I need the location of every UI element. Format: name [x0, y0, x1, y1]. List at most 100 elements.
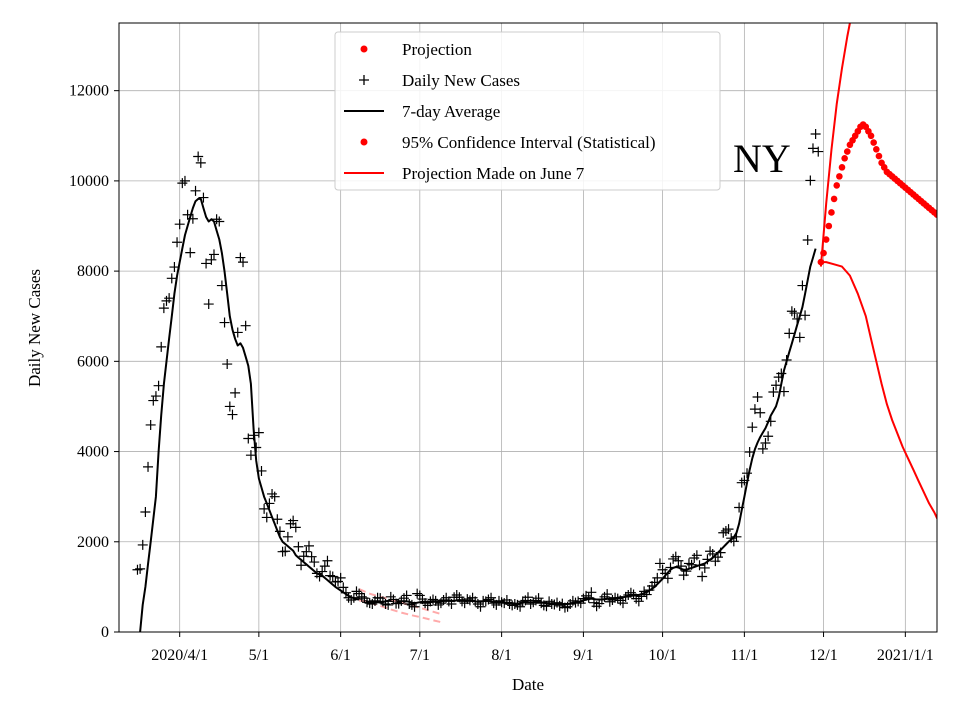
data-point — [230, 387, 241, 398]
x-tick-label: 7/1 — [410, 647, 430, 664]
data-point — [610, 592, 621, 603]
data-point — [728, 536, 739, 547]
data-point — [269, 491, 280, 502]
data-point — [802, 234, 813, 245]
data-point — [833, 182, 841, 189]
data-point — [636, 591, 647, 602]
data-point — [509, 599, 520, 610]
data-point — [712, 552, 723, 563]
data-point — [338, 582, 349, 593]
data-point — [422, 600, 433, 611]
data-point — [673, 555, 684, 566]
data-point — [430, 595, 441, 606]
data-point — [443, 596, 454, 607]
data-point — [822, 236, 830, 243]
data-point — [873, 146, 880, 153]
x-tick-label: 10/1 — [648, 647, 676, 664]
data-point — [776, 368, 787, 379]
data-point — [517, 596, 528, 607]
data-point — [303, 540, 314, 551]
legend-label: 95% Confidence Interval (Statistical) — [402, 133, 656, 152]
data-point — [744, 447, 755, 458]
data-point — [301, 546, 312, 557]
data-point — [340, 587, 351, 598]
data-point — [232, 327, 243, 338]
data-point — [800, 310, 811, 321]
data-point — [530, 595, 541, 606]
data-point — [388, 594, 399, 605]
data-point — [459, 598, 470, 609]
data-point — [668, 553, 679, 564]
data-point — [952, 234, 959, 241]
data-point — [786, 306, 797, 317]
legend-entry: Daily New Cases — [359, 71, 520, 90]
data-point — [707, 548, 718, 559]
data-point — [689, 553, 700, 564]
data-point — [810, 128, 821, 139]
data-point — [216, 280, 227, 291]
x-tick-label: 9/1 — [573, 647, 593, 664]
data-point — [697, 571, 708, 582]
data-point — [947, 223, 954, 230]
data-point — [243, 433, 254, 444]
data-point — [838, 164, 846, 171]
data-point — [296, 560, 307, 571]
legend-label: 7-day Average — [402, 102, 500, 121]
data-point — [272, 514, 283, 525]
data-point — [182, 209, 193, 220]
data-point — [781, 354, 792, 365]
data-point — [317, 566, 328, 577]
data-point — [224, 401, 235, 412]
series-projection — [817, 121, 959, 266]
data-point — [596, 594, 607, 605]
data-point — [720, 525, 731, 536]
data-point — [240, 320, 251, 331]
data-point — [944, 220, 951, 227]
data-point — [238, 257, 249, 268]
data-point — [161, 295, 172, 306]
series-7-day-average — [139, 197, 817, 632]
data-point — [362, 597, 373, 608]
series-layer — [132, 23, 959, 632]
data-point — [676, 561, 687, 572]
data-point — [248, 430, 259, 441]
legend-entry: Projection Made on June 7 — [344, 164, 585, 183]
data-point — [652, 572, 663, 583]
data-point — [942, 218, 949, 225]
data-point — [475, 601, 486, 612]
data-point — [843, 148, 851, 155]
data-point — [327, 571, 338, 582]
data-point — [533, 593, 544, 604]
data-point — [536, 598, 547, 609]
data-point — [870, 139, 877, 146]
data-point — [140, 507, 151, 518]
data-point — [219, 317, 230, 328]
data-point — [177, 178, 188, 189]
data-point — [348, 592, 359, 603]
data-point — [736, 477, 747, 488]
data-point — [480, 596, 491, 607]
data-point — [586, 587, 597, 598]
data-point — [383, 599, 394, 610]
x-tick-label: 2020/4/1 — [151, 647, 208, 664]
data-point — [765, 416, 776, 427]
data-point — [496, 597, 507, 608]
data-point — [398, 593, 409, 604]
y-axis-ticks: 0 2000 4000 6000 8000 10000 12000 — [69, 83, 119, 641]
data-point — [817, 258, 825, 266]
data-point — [631, 593, 642, 604]
data-point — [628, 589, 639, 600]
series-daily-new-cases — [132, 128, 824, 613]
data-point — [705, 546, 716, 557]
data-point — [681, 566, 692, 577]
data-point — [749, 404, 760, 415]
data-point — [428, 594, 439, 605]
data-point — [253, 427, 264, 438]
data-point — [143, 461, 154, 472]
region-annotation: NY — [733, 136, 791, 181]
y-tick-label: 10000 — [69, 173, 109, 190]
data-point — [185, 247, 196, 258]
data-point — [322, 555, 333, 566]
data-point — [939, 216, 946, 223]
